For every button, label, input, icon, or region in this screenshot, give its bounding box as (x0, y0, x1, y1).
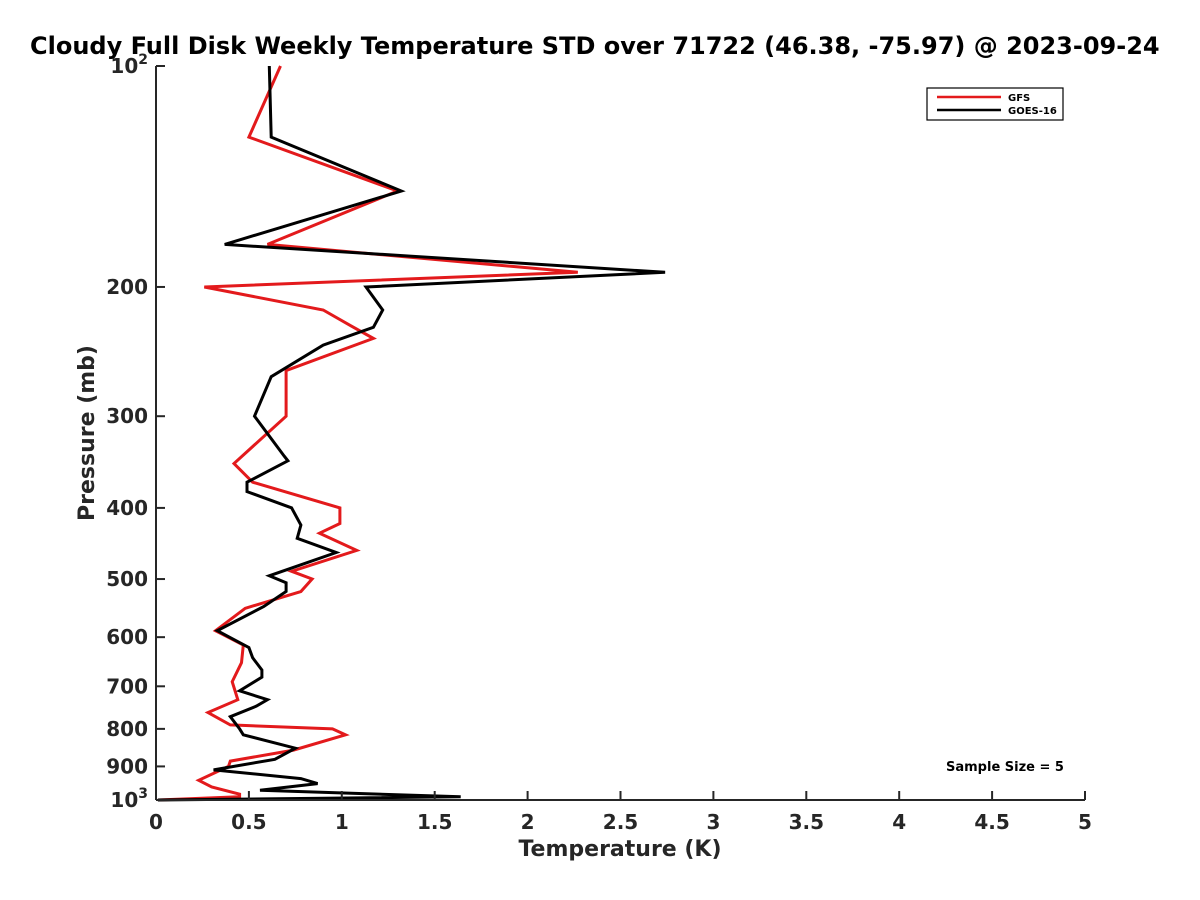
x-tick-label: 0.5 (231, 810, 266, 834)
y-tick-label: 400 (106, 496, 148, 520)
y-tick-label: 300 (106, 404, 148, 428)
x-tick-label: 1.5 (417, 810, 452, 834)
x-tick-label: 0 (149, 810, 163, 834)
y-tick-label: 103 (110, 786, 148, 812)
x-tick-label: 4.5 (974, 810, 1009, 834)
y-axis-label: Pressure (mb) (75, 345, 100, 521)
series-line-gfs (157, 65, 578, 802)
y-tick-label: 102 (110, 52, 148, 78)
legend: GFS GOES-16 (926, 87, 1064, 121)
y-tick-label: 900 (106, 754, 148, 778)
x-tick-label: 2.5 (603, 810, 638, 834)
legend-box (926, 87, 1064, 121)
x-tick-label: 3 (706, 810, 720, 834)
x-tick-label: 5 (1078, 810, 1092, 834)
x-tick-label: 3.5 (789, 810, 824, 834)
series-line-goes16 (157, 65, 666, 802)
x-tick-label: 2 (521, 810, 535, 834)
legend-label-gfs: GFS (1008, 93, 1030, 104)
x-axis-label: Temperature (K) (518, 837, 721, 862)
y-tick-label: 700 (106, 674, 148, 698)
y-tick-label: 200 (106, 275, 148, 299)
y-tick-label: 500 (106, 567, 148, 591)
plot-area (157, 65, 666, 802)
x-axis: 0 0.5 1 1.5 2 2.5 3 3.5 4 4.5 5 (149, 791, 1092, 834)
x-tick-label: 1 (335, 810, 349, 834)
y-axis: 102 200 300 400 500 600 700 800 900 103 (106, 52, 165, 812)
chart-title: Cloudy Full Disk Weekly Temperature STD … (30, 32, 1160, 60)
sample-size-annotation: Sample Size = 5 (946, 760, 1064, 775)
y-tick-label: 600 (106, 625, 148, 649)
x-tick-label: 4 (892, 810, 906, 834)
legend-label-goes16: GOES-16 (1008, 106, 1057, 117)
y-tick-label: 800 (106, 717, 148, 741)
